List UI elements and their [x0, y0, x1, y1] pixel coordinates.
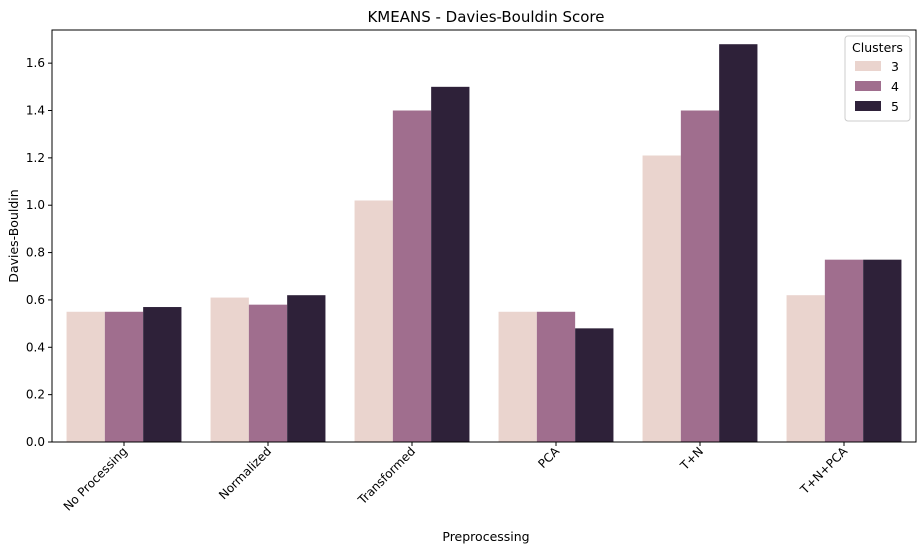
- bar: [354, 200, 393, 442]
- bar: [431, 86, 470, 443]
- legend-label: 4: [891, 79, 899, 94]
- x-tick-label: T+N+PCA: [797, 444, 851, 498]
- y-tick-label: 1.6: [26, 56, 45, 70]
- legend: Clusters 3 4 5: [844, 35, 911, 122]
- legend-swatch: [855, 81, 881, 91]
- plot-frame: [51, 29, 917, 443]
- x-tick-label: T+N: [677, 444, 706, 473]
- bar: [575, 328, 614, 442]
- x-tick-label: No Processing: [61, 444, 130, 513]
- bar: [536, 311, 576, 442]
- x-tick-label: Transformed: [355, 444, 418, 507]
- y-tick-label: 0.2: [26, 388, 45, 402]
- legend-title: Clusters: [852, 40, 903, 55]
- bar: [863, 259, 902, 442]
- bar: [498, 311, 537, 442]
- legend-box: [844, 35, 911, 122]
- bar: [66, 311, 105, 442]
- y-tick-label: 1.4: [26, 104, 45, 118]
- legend-swatch: [855, 61, 881, 71]
- plot-area: 0.0 0.2 0.4 0.6 0.8 1.0 1.2 1.4 1.6 No Processing…: [26, 29, 917, 514]
- bar: [680, 110, 720, 443]
- chart-title: KMEANS - Davies-Bouldin Score: [367, 8, 604, 26]
- y-axis-label: Davies-Bouldin: [6, 189, 21, 282]
- bar: [392, 110, 432, 443]
- x-tick-label: PCA: [535, 444, 562, 471]
- bar: [642, 155, 681, 442]
- bar: [719, 44, 758, 442]
- x-axis-label: Preprocessing: [442, 529, 529, 544]
- bar: [104, 311, 144, 442]
- y-tick-label: 0.6: [26, 293, 45, 307]
- y-tick-label: 0.0: [26, 435, 45, 449]
- y-tick-label: 1.0: [26, 198, 45, 212]
- legend-label: 5: [891, 99, 899, 114]
- legend-label: 3: [891, 59, 899, 74]
- bar: [287, 295, 326, 442]
- y-tick-label: 0.8: [26, 246, 45, 260]
- y-tick-label: 1.2: [26, 151, 45, 165]
- bar: [248, 304, 288, 442]
- legend-swatch: [855, 101, 881, 111]
- bar: [143, 307, 182, 442]
- x-tick-label: Normalized: [216, 444, 274, 502]
- y-tick-label: 0.4: [26, 340, 45, 354]
- bar: [210, 297, 249, 442]
- bar: [824, 259, 864, 442]
- bar: [786, 295, 825, 442]
